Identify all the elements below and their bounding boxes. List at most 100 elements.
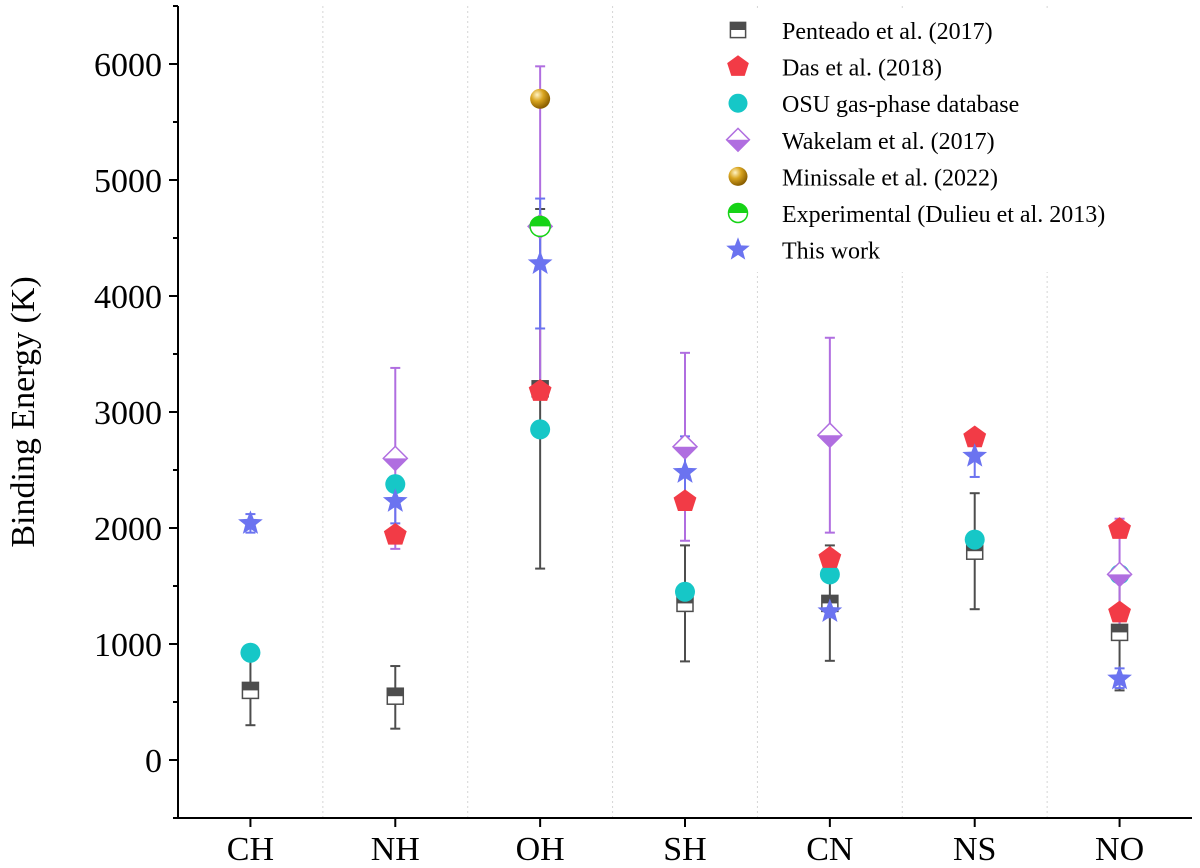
- marker-sphere: [728, 166, 748, 186]
- marker-circle: [728, 93, 748, 113]
- data-point-thiswork: [817, 598, 843, 623]
- marker-pentagon: [528, 379, 552, 401]
- legend-item-minissale: Minissale et al. (2022): [728, 165, 998, 191]
- data-point-experimental: [529, 215, 551, 238]
- data-point-wakelam: [671, 433, 699, 460]
- marker-star: [817, 598, 843, 623]
- y-axis-title: Binding Energy (K): [5, 276, 42, 547]
- marker-star: [382, 488, 408, 512]
- legend: Penteado et al. (2017) Das et al. (2018) O…: [725, 19, 1105, 265]
- data-point-das: [673, 489, 697, 512]
- marker-diamond-fill: [673, 446, 697, 459]
- legend-item-das: Das et al. (2018): [727, 55, 942, 82]
- marker-circle-fill: [530, 216, 551, 227]
- axes: 0 1000 2000 3000 4000 5000 6000 CH NH OH SH CN NS NO: [94, 5, 1192, 868]
- y-tick-label: 4000: [94, 279, 162, 316]
- legend-item-wakelam: Wakelam et al. (2017): [725, 127, 995, 155]
- marker-layer: [238, 88, 1133, 705]
- data-point-das: [963, 425, 987, 448]
- data-point-osu: [675, 581, 695, 602]
- data-point-osu: [240, 642, 261, 663]
- data-point-penteado: [1110, 623, 1129, 642]
- marker-pentagon: [963, 425, 987, 448]
- x-tick-label: NS: [953, 831, 996, 868]
- marker-circle: [240, 642, 261, 663]
- x-tick-label: NO: [1095, 831, 1144, 868]
- legend-label-thiswork: This work: [782, 239, 880, 265]
- data-point-das: [528, 379, 552, 401]
- x-tick-label: SH: [663, 831, 706, 868]
- legend-marker-experimental: [727, 202, 749, 224]
- data-point-wakelam: [382, 445, 409, 472]
- legend-label-experimental: Experimental (Dulieu et al. 2013): [782, 202, 1105, 228]
- marker-sphere: [530, 88, 551, 109]
- marker-circle: [964, 529, 985, 550]
- marker-star: [726, 237, 750, 260]
- marker-circle: [530, 419, 551, 440]
- data-point-osu: [964, 529, 985, 550]
- legend-label-minissale: Minissale et al. (2022): [782, 165, 998, 191]
- legend-item-experimental: Experimental (Dulieu et al. 2013): [727, 202, 1105, 228]
- data-point-penteado: [386, 687, 405, 705]
- legend-item-osu: OSU gas-phase database: [728, 92, 1019, 118]
- marker-diamond-fill: [726, 139, 750, 152]
- marker-square-fill: [242, 682, 259, 691]
- marker-circle: [675, 581, 695, 602]
- marker-pentagon: [727, 55, 749, 76]
- legend-item-penteado: Penteado et al. (2017): [729, 19, 993, 45]
- marker-star: [527, 250, 553, 275]
- y-tick-label: 3000: [94, 395, 162, 432]
- legend-marker-osu: [728, 93, 748, 113]
- legend-marker-thiswork: [726, 237, 750, 260]
- legend-label-penteado: Penteado et al. (2017): [782, 19, 993, 45]
- marker-circle-fill: [728, 203, 748, 213]
- data-point-penteado: [241, 681, 260, 700]
- x-tick-label: NH: [371, 831, 420, 868]
- legend-label-wakelam: Wakelam et al. (2017): [782, 129, 995, 155]
- data-point-thiswork: [1107, 665, 1132, 690]
- marker-star: [672, 459, 698, 483]
- marker-square-fill: [387, 688, 404, 697]
- data-point-das: [383, 522, 407, 545]
- marker-circle: [819, 564, 840, 585]
- legend-label-osu: OSU gas-phase database: [782, 92, 1019, 118]
- data-point-das: [1108, 600, 1131, 623]
- data-point-das: [818, 546, 842, 568]
- x-tick-label: CH: [227, 831, 274, 868]
- legend-marker-wakelam: [725, 127, 751, 153]
- data-point-osu: [819, 564, 840, 585]
- marker-square-fill: [730, 22, 746, 30]
- legend-marker-penteado: [729, 21, 747, 39]
- marker-diamond-fill: [383, 458, 408, 471]
- y-tick-label: 5000: [94, 163, 162, 200]
- data-point-thiswork: [962, 443, 988, 467]
- data-point-wakelam: [1106, 561, 1133, 588]
- marker-diamond-fill: [817, 435, 842, 448]
- legend-label-das: Das et al. (2018): [782, 56, 942, 82]
- data-point-osu: [530, 419, 551, 440]
- data-point-thiswork: [527, 250, 553, 275]
- data-point-minissale: [530, 88, 551, 109]
- y-tick-label: 6000: [94, 47, 162, 84]
- marker-star: [238, 510, 263, 534]
- data-point-wakelam: [816, 422, 843, 449]
- y-tick-label: 2000: [94, 511, 162, 548]
- legend-marker-minissale: [728, 166, 748, 186]
- marker-star: [962, 443, 988, 467]
- data-point-thiswork: [382, 488, 408, 512]
- x-tick-label: CN: [806, 831, 853, 868]
- marker-circle: [385, 474, 406, 495]
- marker-pentagon: [383, 522, 407, 545]
- data-point-thiswork: [238, 510, 263, 534]
- marker-pentagon: [818, 546, 842, 568]
- legend-item-thiswork: This work: [726, 237, 880, 265]
- y-tick-label: 1000: [94, 627, 162, 664]
- marker-star: [1107, 665, 1132, 690]
- marker-pentagon: [673, 489, 697, 512]
- legend-background: [700, 10, 1180, 272]
- marker-pentagon: [1108, 517, 1131, 539]
- marker-diamond-fill: [1107, 574, 1132, 587]
- data-point-osu: [385, 474, 406, 495]
- data-point-das: [1108, 517, 1131, 539]
